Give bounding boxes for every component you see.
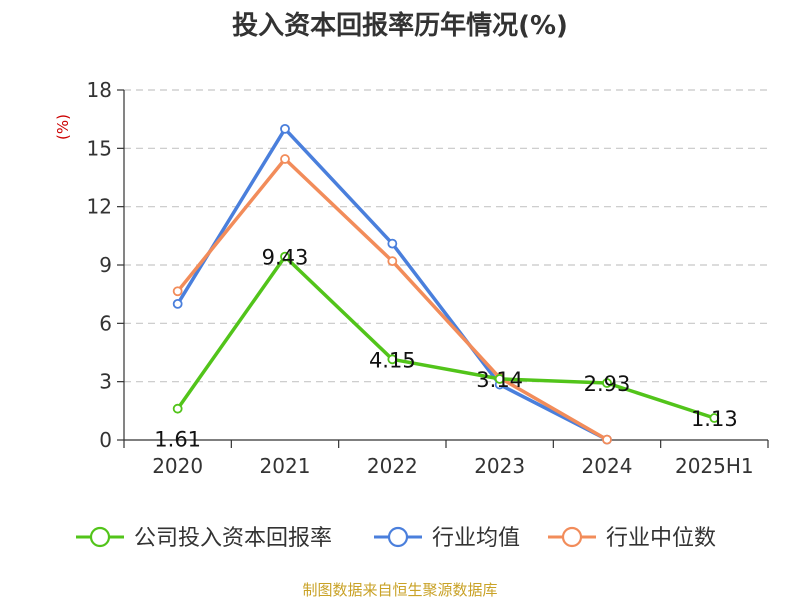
series-lines: [172, 123, 720, 445]
x-tick-label-5: 2025H1: [675, 454, 754, 478]
legend: 公司投入资本回报率 行业均值 行业中位数: [76, 526, 716, 551]
data-label-4: 2.93: [584, 372, 631, 396]
point-s0-1: [280, 251, 290, 262]
chart-title: 投入资本回报率历年情况(%): [232, 10, 568, 41]
legend-marker-2: [561, 526, 583, 548]
point-s0-2: [387, 354, 398, 365]
point-s2-0: [172, 286, 183, 297]
axes: 0 3 6 9 12 15 18 2020 2021 2022 2023 2024 2025H1: [87, 78, 769, 478]
x-tick-label-3: 2023: [474, 454, 525, 478]
y-tick-label-6: 18: [87, 78, 112, 102]
x-tick-label-4: 2024: [582, 454, 633, 478]
data-label-3: 3.14: [476, 368, 523, 392]
x-tick-label-0: 2020: [152, 454, 203, 478]
legend-label-2: 行业中位数: [606, 526, 716, 551]
data-label-0: 1.61: [154, 428, 201, 452]
point-s1-1: [280, 123, 290, 134]
point-s0-4: [602, 378, 612, 388]
legend-label-0: 公司投入资本回报率: [134, 526, 332, 551]
point-s2-2: [387, 256, 398, 267]
legend-label-1: 行业均值: [432, 526, 520, 551]
y-axis-unit: (%): [54, 114, 72, 140]
point-s1-0: [172, 298, 183, 309]
point-s0-3: [494, 374, 505, 384]
y-tick-label-3: 9: [99, 253, 112, 277]
point-s2-4: [602, 434, 612, 445]
y-tick-label-1: 3: [99, 370, 112, 394]
y-tick-label-5: 15: [87, 136, 112, 160]
y-tick-label-0: 0: [99, 428, 112, 452]
y-tick-label-2: 6: [99, 311, 112, 335]
point-s0-5: [709, 413, 720, 423]
series-line-0: [176, 254, 715, 420]
x-tick-label-2: 2022: [367, 454, 418, 478]
data-label-1: 9.43: [262, 246, 309, 270]
y-tick-label-4: 12: [87, 195, 112, 219]
point-s0-0: [172, 403, 183, 414]
data-label-2: 4.15: [369, 348, 416, 372]
data-labels: 1.61 9.43 4.15 3.14 2.93 1.13: [154, 246, 737, 452]
point-s2-1: [280, 154, 290, 164]
point-s1-2: [387, 238, 398, 249]
data-label-5: 1.13: [691, 407, 738, 431]
x-tick-label-1: 2021: [260, 454, 311, 478]
source-note: 制图数据来自恒生聚源数据库: [302, 581, 497, 599]
legend-marker-1: [387, 526, 409, 548]
series-line-1: [176, 127, 608, 442]
legend-marker-0: [89, 526, 111, 548]
